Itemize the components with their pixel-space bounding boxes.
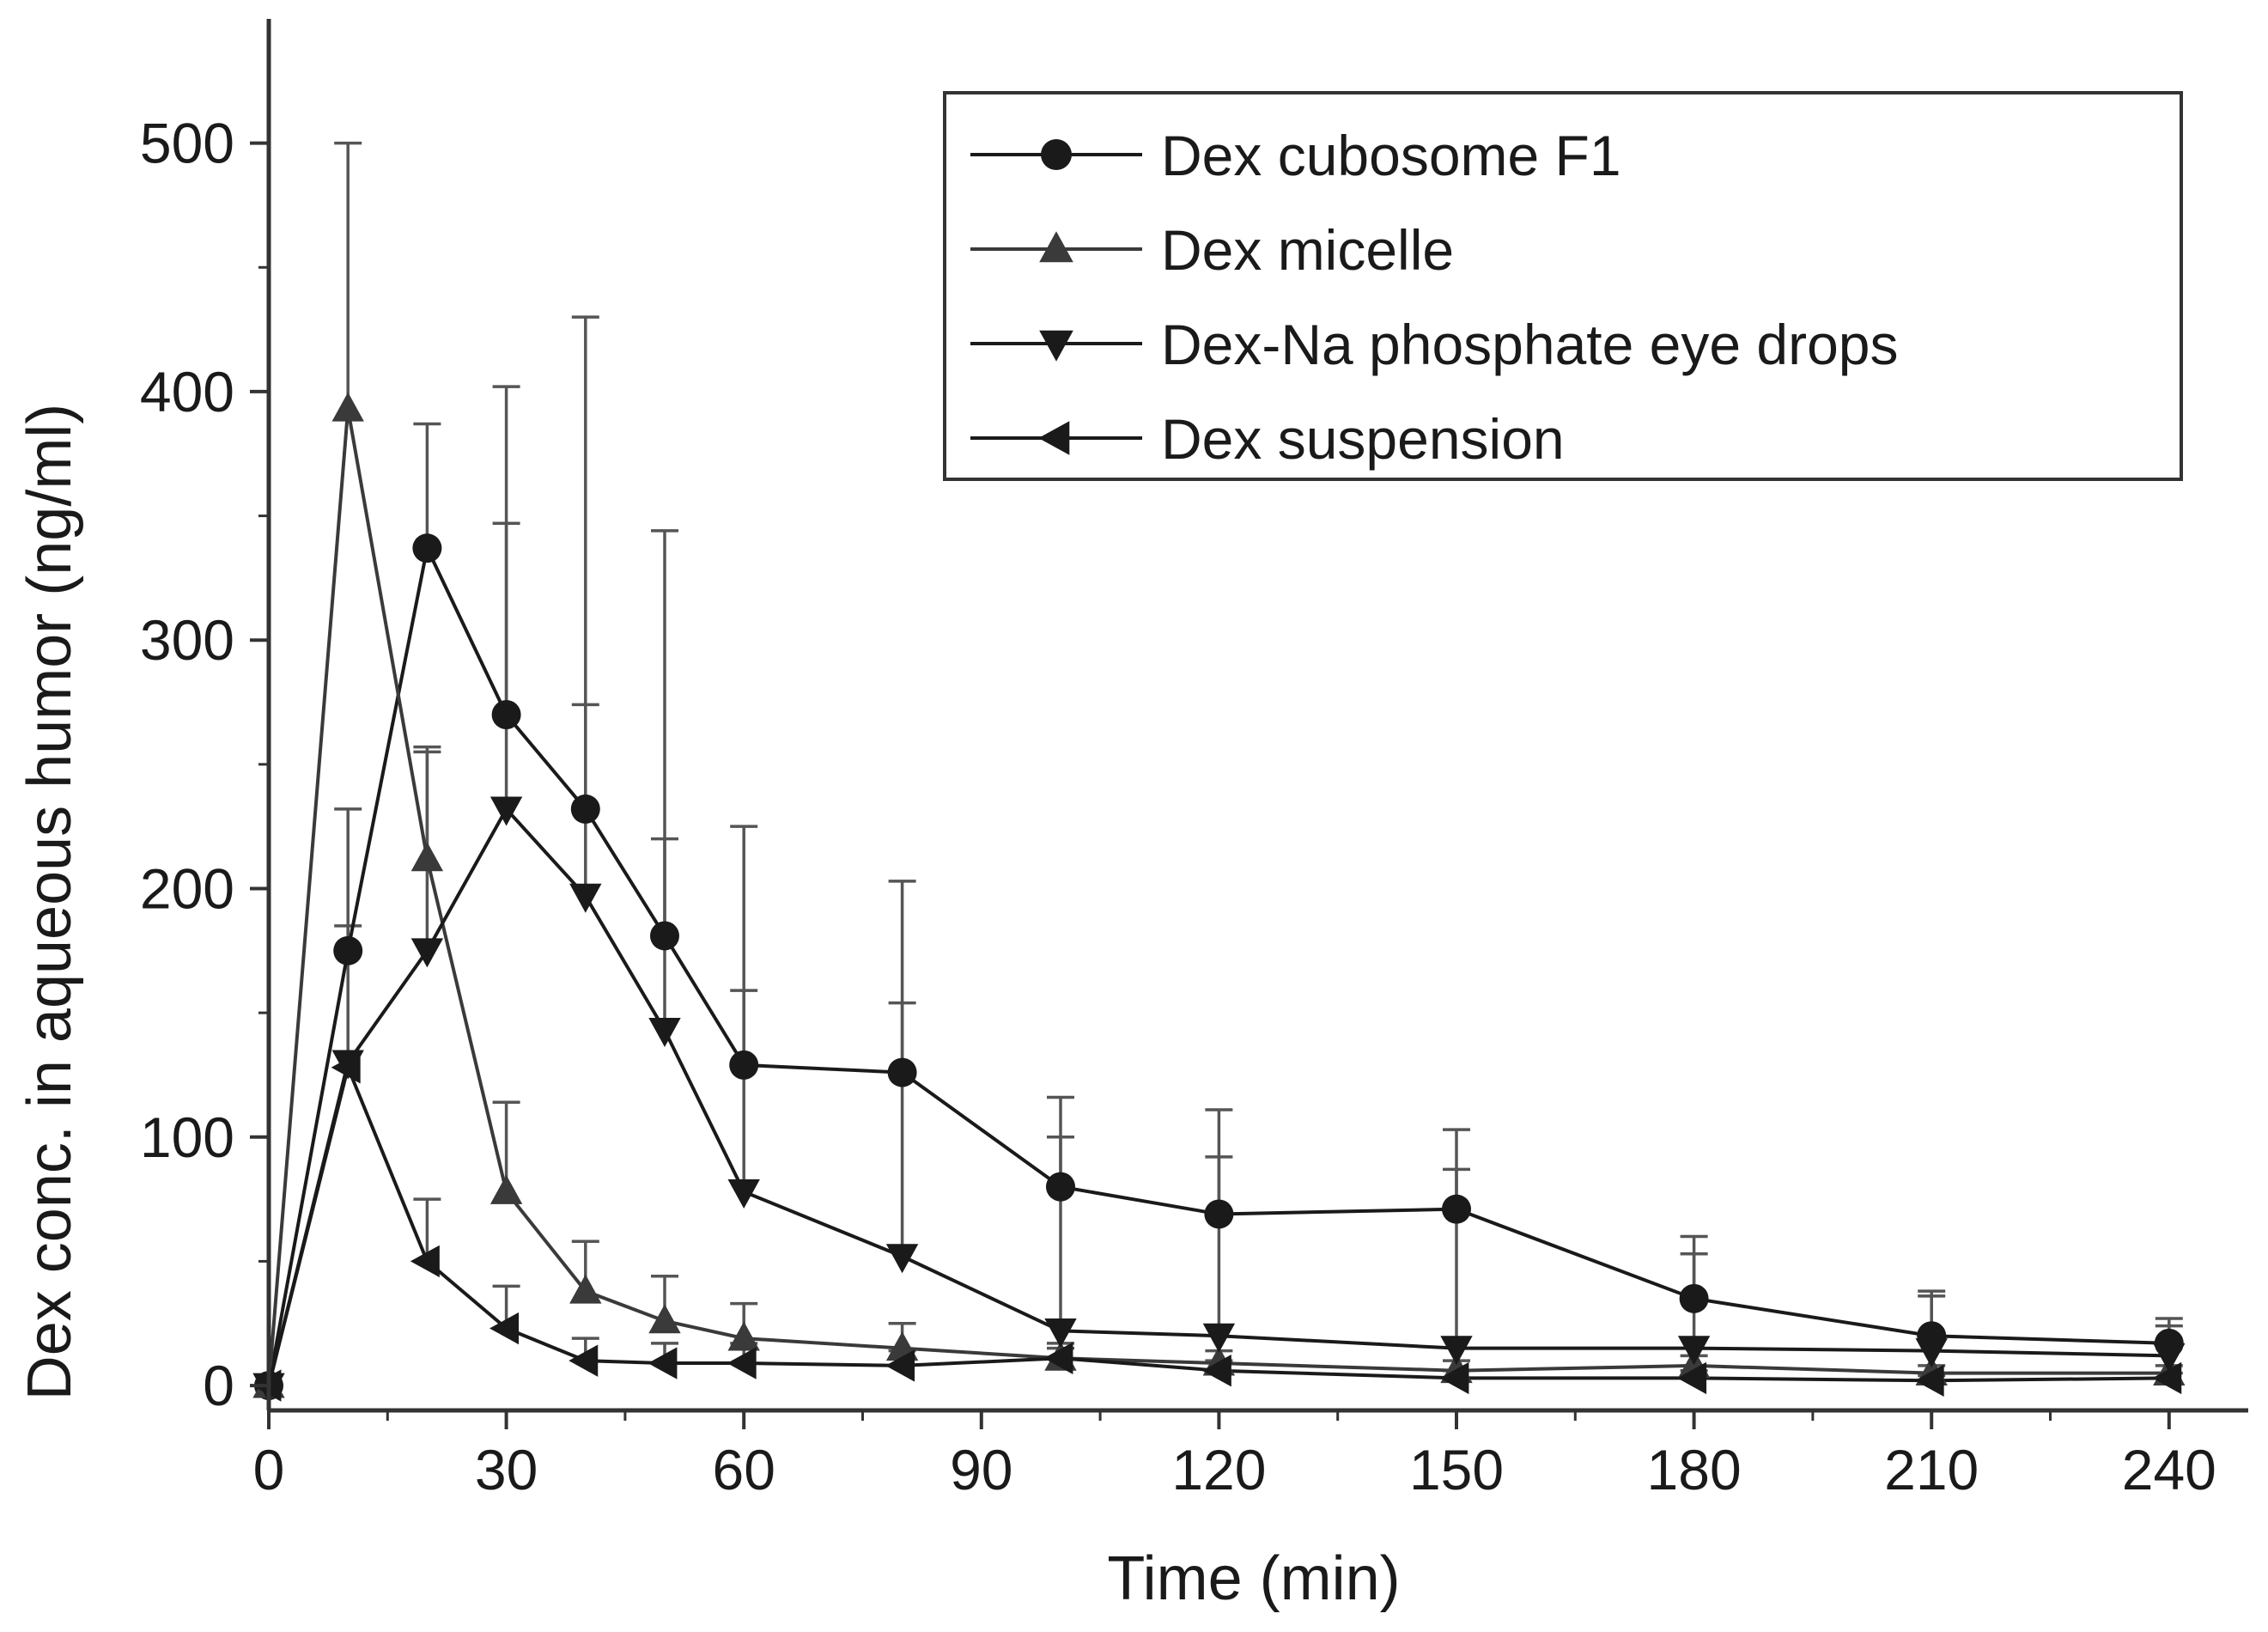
data-point: [1043, 1342, 1073, 1374]
series-line: [267, 1062, 2169, 1386]
data-point: [1677, 1361, 1707, 1395]
data-point: [1044, 1318, 1077, 1348]
data-point: [1202, 1323, 1236, 1353]
data-point: [489, 1312, 520, 1345]
data-point: [1915, 1338, 1948, 1368]
data-point: [331, 392, 364, 422]
data-point: [1914, 1364, 1944, 1397]
data-point: [569, 883, 602, 913]
data-point: [569, 1344, 599, 1377]
data-point: [885, 1349, 915, 1382]
data-point: [1204, 1199, 1234, 1229]
legend: Dex cubosome F1 Dex micelle Dex-Na phospha…: [943, 91, 2183, 481]
axes: [266, 19, 2248, 1413]
x-tick-label: 240: [2122, 1438, 2216, 1501]
x-tick-label: 120: [1171, 1438, 1266, 1501]
data-point: [1440, 1336, 1473, 1366]
legend-marker: [1039, 231, 1073, 263]
data-point: [412, 533, 442, 563]
x-axis-title: Time (min): [1107, 1544, 1400, 1613]
data-point: [648, 1017, 681, 1047]
x-tick-label: 0: [253, 1438, 285, 1501]
y-tick-label: 200: [140, 857, 234, 921]
y-tick-label: 300: [140, 608, 234, 672]
y-axis-ticks: 0 100 200 300 400 500: [140, 112, 269, 1417]
data-point: [648, 1347, 678, 1379]
data-point: [410, 842, 444, 872]
legend-marker: [1041, 139, 1072, 170]
data-point: [648, 1304, 681, 1334]
data-point: [570, 794, 600, 824]
series-line: [267, 806, 2169, 1386]
legend-label: Dex suspension: [1161, 407, 1565, 471]
legend-label: Dex micelle: [1161, 218, 1454, 282]
data-point: [410, 938, 444, 968]
data-point: [489, 1174, 523, 1204]
data-point: [333, 935, 363, 965]
series-lines: [267, 408, 2169, 1386]
data-point: [1442, 1194, 1471, 1224]
data-point: [727, 1347, 757, 1379]
data-point: [1679, 1283, 1709, 1313]
x-tick-label: 30: [475, 1438, 538, 1501]
series-line: [267, 542, 2169, 1386]
data-point: [410, 1245, 440, 1278]
data-point: [2153, 1343, 2186, 1373]
legend-marker: [1038, 421, 1070, 455]
y-tick-label: 100: [140, 1105, 234, 1169]
data-point: [729, 1050, 759, 1080]
data-point: [569, 1274, 602, 1304]
data-point: [1677, 1336, 1711, 1366]
data-point: [727, 1178, 760, 1209]
data-point: [2152, 1361, 2182, 1395]
data-point: [489, 796, 523, 826]
y-tick-label: 500: [140, 112, 234, 175]
y-tick-label: 0: [203, 1354, 234, 1417]
legend-box: [943, 91, 2183, 481]
data-point: [1046, 1172, 1075, 1202]
data-point: [491, 700, 521, 729]
data-point: [1439, 1361, 1469, 1395]
x-tick-label: 90: [950, 1438, 1012, 1501]
series-line: [267, 408, 2169, 1386]
data-point: [331, 1051, 361, 1084]
x-axis-ticks: 0 30 60 90 120 150 180 210 240: [253, 1410, 2216, 1501]
legend-marker: [1039, 330, 1073, 362]
x-tick-label: 60: [712, 1438, 775, 1501]
data-point: [887, 1057, 917, 1087]
y-tick-label: 400: [140, 360, 234, 423]
data-point: [885, 1244, 919, 1274]
x-tick-label: 210: [1884, 1438, 1979, 1501]
y-axis-title: Dex conc. in aqueous humor (ng/ml): [15, 404, 84, 1401]
data-point: [650, 921, 679, 951]
x-tick-label: 180: [1647, 1438, 1742, 1501]
x-tick-label: 150: [1409, 1438, 1504, 1501]
data-point: [727, 1321, 760, 1351]
legend-label: Dex-Na phosphate eye drops: [1161, 313, 1899, 376]
data-point: [1201, 1355, 1231, 1387]
legend-label: Dex cubosome F1: [1161, 124, 1621, 187]
